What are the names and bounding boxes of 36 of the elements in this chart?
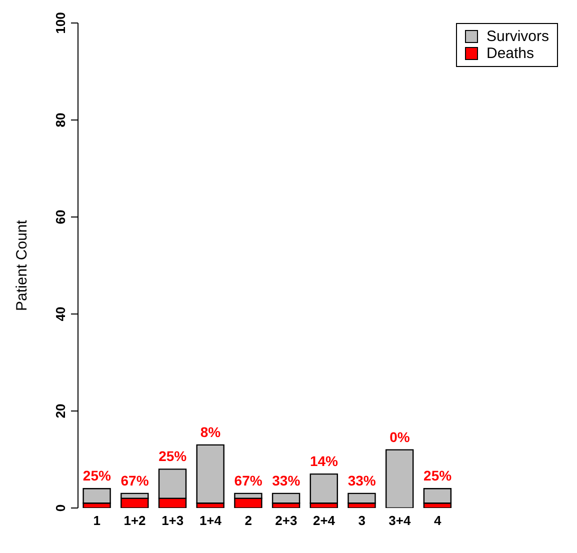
annotation: 33% bbox=[348, 472, 376, 488]
y-tick-label: 60 bbox=[53, 210, 68, 224]
legend-label: Deaths bbox=[485, 45, 536, 62]
bar bbox=[82, 488, 111, 504]
annotation: 25% bbox=[158, 448, 188, 464]
x-tick-label: 3+4 bbox=[388, 513, 412, 528]
x-tick-label: 2+4 bbox=[312, 513, 336, 528]
x-tick-label: 4 bbox=[434, 513, 442, 528]
annotation: 67% bbox=[234, 472, 263, 488]
x-tick-label: 2 bbox=[244, 513, 252, 528]
annotation: 25% bbox=[424, 468, 452, 484]
annotation: 0% bbox=[390, 428, 410, 445]
y-tick-label: 40 bbox=[53, 306, 68, 322]
annotation: 8% bbox=[200, 424, 222, 440]
x-tick-label: 1 bbox=[93, 513, 101, 528]
bar bbox=[196, 444, 224, 504]
x-tick-label: 2+3 bbox=[275, 513, 298, 528]
x-tick-label: 1+3 bbox=[162, 513, 184, 528]
annotation: 33% bbox=[272, 472, 301, 488]
bar bbox=[348, 492, 376, 504]
bar bbox=[272, 492, 300, 504]
y-tick-label: 20 bbox=[53, 404, 68, 418]
x-tick-label: 3 bbox=[358, 513, 366, 528]
bar bbox=[385, 449, 414, 508]
bar bbox=[423, 488, 452, 504]
annotation: 25% bbox=[82, 468, 112, 484]
y-tick-label: 0 bbox=[53, 504, 68, 512]
y-tick-label: 100 bbox=[53, 12, 68, 34]
bar bbox=[310, 473, 338, 504]
x-tick-label: 1+4 bbox=[199, 513, 222, 528]
y-axis-title: Patient Count bbox=[13, 219, 30, 311]
x-tick-label: 1+2 bbox=[124, 513, 146, 528]
annotation: 14% bbox=[310, 453, 339, 470]
y-tick-label: 80 bbox=[53, 112, 68, 128]
legend-label: Survivors bbox=[485, 28, 549, 45]
annotation: 67% bbox=[120, 472, 150, 488]
